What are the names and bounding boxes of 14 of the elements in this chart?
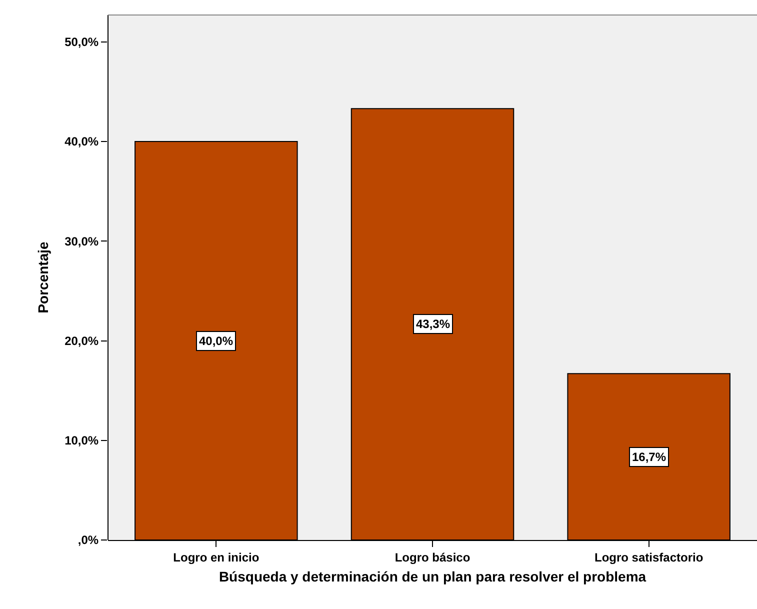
x-tick-label: Logro en inicio (173, 550, 260, 564)
data-label: 40,0% (199, 334, 234, 348)
y-tick-label: 50,0% (64, 35, 99, 50)
x-tick-label: Logro básico (394, 550, 470, 564)
x-axis-title: Búsqueda y determinación de un plan para resolver el problema (218, 568, 646, 585)
y-tick-label: 30,0% (64, 234, 99, 248)
y-tick-label: 20,0% (64, 334, 99, 348)
y-tick-label: 10,0% (64, 434, 99, 448)
x-tick-label: Logro satisfactorio (594, 550, 704, 564)
y-axis-title: Porcentaje (35, 241, 52, 314)
data-label: 43,3% (416, 317, 450, 331)
y-tick-label: 40,0% (64, 134, 99, 149)
y-tick-label: ,0% (78, 533, 99, 548)
data-label: 16,7% (632, 450, 666, 464)
